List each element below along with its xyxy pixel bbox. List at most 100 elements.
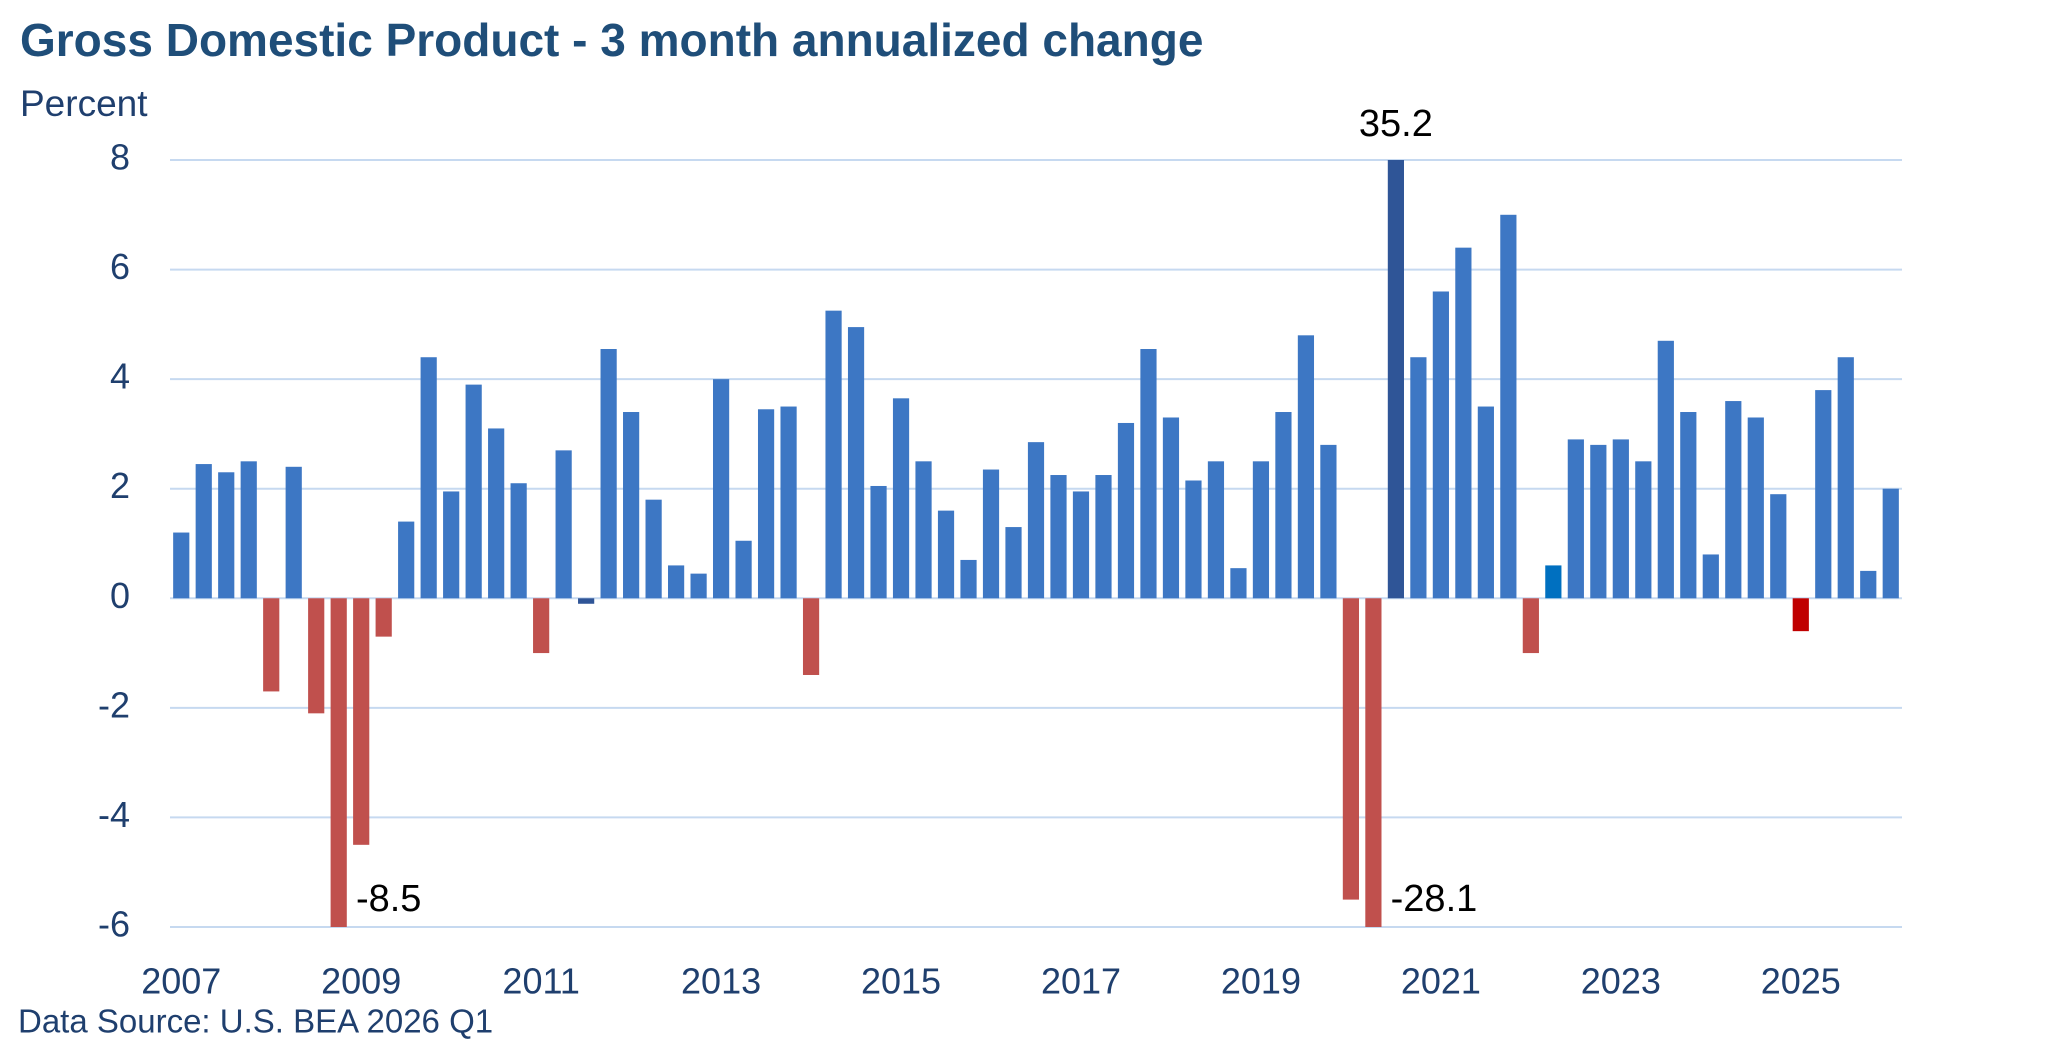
- value-label: -28.1: [1391, 878, 1478, 920]
- bar: [1117, 422, 1135, 599]
- value-label: 35.2: [1359, 103, 1433, 145]
- x-tick-label: 2017: [1041, 961, 1121, 1002]
- x-tick-label: 2019: [1221, 961, 1301, 1002]
- x-tick-label: 2021: [1401, 961, 1481, 1002]
- bar: [645, 499, 662, 599]
- bar: [668, 565, 685, 599]
- bar: [1567, 439, 1584, 599]
- bar: [1725, 401, 1742, 599]
- x-tick-label: 2025: [1761, 961, 1841, 1002]
- x-tick-label: 2023: [1581, 961, 1661, 1002]
- bar: [600, 349, 617, 599]
- bar: [1252, 461, 1270, 599]
- bar: [1545, 565, 1562, 599]
- bar: [623, 412, 640, 599]
- bar: [1792, 598, 1809, 632]
- x-tick-label: 2007: [141, 961, 221, 1002]
- y-tick-label: 6: [110, 246, 130, 287]
- bar: [1230, 568, 1247, 599]
- bar: [1770, 494, 1787, 599]
- bar: [195, 464, 212, 599]
- bar: [1837, 357, 1854, 599]
- bar: [870, 485, 887, 599]
- bar: [1882, 488, 1899, 599]
- bar: [420, 357, 437, 599]
- bar: [1432, 291, 1449, 599]
- bar: [263, 598, 280, 692]
- bar: [488, 428, 505, 599]
- bar: [1072, 491, 1090, 599]
- bar: [353, 598, 370, 845]
- bar: [1027, 442, 1045, 599]
- x-tick-label: 2013: [681, 961, 761, 1002]
- bar: [757, 409, 775, 599]
- bar: [1297, 335, 1315, 599]
- bar: [1500, 214, 1517, 599]
- bar: [443, 491, 460, 599]
- bar: [398, 521, 415, 599]
- bar: [1747, 417, 1764, 599]
- bar: [1207, 461, 1225, 599]
- bar: [1050, 475, 1067, 599]
- source-note: Data Source: U.S. BEA 2026 Q1: [18, 1003, 493, 1040]
- y-tick-label: 8: [110, 137, 130, 178]
- bar: [375, 598, 392, 637]
- bar: [982, 469, 1000, 599]
- bar: [1387, 160, 1404, 599]
- bar: [1657, 340, 1674, 599]
- y-tick-label: 4: [110, 356, 130, 397]
- bar: [330, 598, 347, 927]
- bar: [1410, 357, 1427, 599]
- bar: [240, 461, 257, 599]
- bar: [1162, 417, 1180, 599]
- value-label: -8.5: [356, 878, 421, 920]
- bar: [1005, 527, 1022, 599]
- bar: [465, 384, 482, 599]
- bar: [690, 573, 707, 599]
- y-tick-label: 2: [110, 465, 130, 506]
- bar: [1365, 598, 1382, 927]
- y-axis-label: Percent: [20, 83, 148, 124]
- y-tick-label: -2: [98, 684, 130, 725]
- bar: [780, 406, 797, 599]
- bar: [937, 510, 955, 599]
- bar: [578, 598, 595, 604]
- bar: [1320, 444, 1337, 599]
- bar: [218, 472, 235, 599]
- chart-title: Gross Domestic Product - 3 month annuali…: [20, 14, 1203, 66]
- bar: [1477, 406, 1494, 599]
- bar: [847, 327, 865, 599]
- bar: [960, 559, 977, 599]
- bar: [1612, 439, 1629, 599]
- bar: [1635, 461, 1652, 599]
- bar: [1095, 475, 1112, 599]
- bar: [1185, 480, 1202, 599]
- x-tick-label: 2015: [861, 961, 941, 1002]
- bar: [1275, 412, 1292, 599]
- bar: [1522, 598, 1539, 654]
- y-tick-label: 0: [110, 575, 130, 616]
- bar: [1455, 247, 1472, 599]
- bar: [1680, 412, 1697, 599]
- bar: [1140, 349, 1157, 599]
- y-tick-label: -6: [98, 904, 130, 945]
- bar: [712, 379, 730, 599]
- bar: [892, 398, 910, 599]
- bar: [1590, 444, 1607, 599]
- x-tick-label: 2011: [502, 961, 579, 1002]
- bar: [802, 598, 820, 675]
- bar: [1702, 554, 1719, 599]
- bar: [510, 483, 527, 599]
- bar: [555, 450, 572, 599]
- bar: [285, 466, 302, 599]
- bar: [825, 310, 842, 599]
- y-tick-label: -4: [98, 794, 130, 835]
- bar: [1860, 570, 1877, 599]
- bar: [533, 598, 550, 654]
- bar: [308, 598, 325, 714]
- bar: [1342, 598, 1360, 900]
- bar: [915, 461, 932, 599]
- bar: [173, 532, 190, 599]
- x-tick-label: 2009: [321, 961, 401, 1002]
